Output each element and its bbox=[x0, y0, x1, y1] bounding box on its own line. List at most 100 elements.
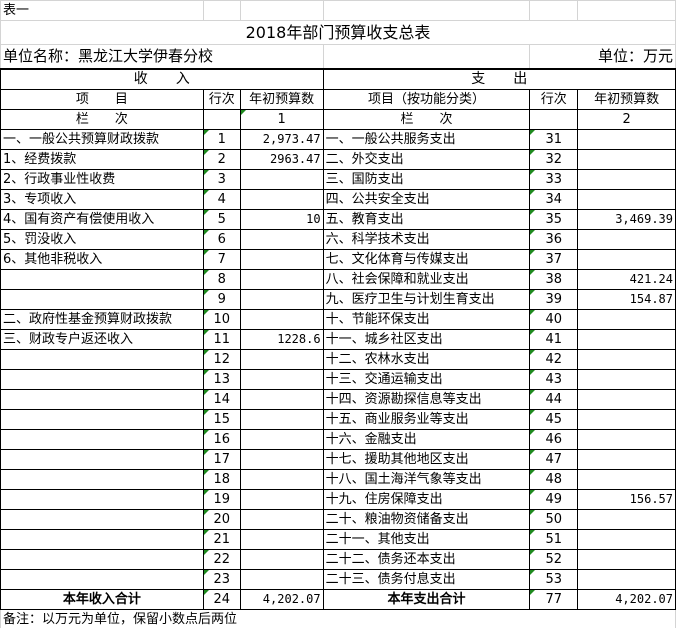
income-item[interactable]: 三、财政专户返还收入 bbox=[0, 329, 204, 350]
income-item[interactable] bbox=[0, 529, 204, 550]
income-row-no[interactable]: 17 bbox=[202, 449, 241, 470]
income-amount[interactable] bbox=[239, 429, 324, 450]
expense-row-no[interactable]: 43 bbox=[529, 369, 579, 390]
expense-row-no[interactable]: 42 bbox=[529, 349, 579, 370]
expense-amount[interactable] bbox=[577, 389, 676, 410]
income-row-no[interactable]: 21 bbox=[202, 529, 241, 550]
income-row-no[interactable]: 1 bbox=[202, 129, 241, 150]
expense-item[interactable]: 一、一般公共服务支出 bbox=[322, 129, 531, 150]
expense-amount[interactable] bbox=[577, 449, 676, 470]
expense-item[interactable]: 十七、援助其他地区支出 bbox=[322, 449, 531, 470]
income-item[interactable] bbox=[0, 409, 204, 430]
expense-row-no[interactable]: 47 bbox=[529, 449, 579, 470]
expense-row-no[interactable]: 46 bbox=[529, 429, 579, 450]
expense-row-no[interactable]: 40 bbox=[529, 309, 579, 330]
expense-row-no[interactable]: 53 bbox=[529, 569, 579, 590]
income-amount[interactable] bbox=[239, 249, 324, 270]
expense-amount[interactable] bbox=[577, 309, 676, 330]
income-amount[interactable]: 10 bbox=[239, 209, 324, 230]
expense-row-no[interactable]: 49 bbox=[529, 489, 579, 510]
income-total-row-no[interactable]: 24 bbox=[202, 589, 241, 610]
expense-item[interactable]: 二、外交支出 bbox=[322, 149, 531, 170]
expense-amount[interactable] bbox=[577, 569, 676, 590]
income-item[interactable]: 4、国有资产有偿使用收入 bbox=[0, 209, 204, 230]
expense-amount[interactable] bbox=[577, 169, 676, 190]
expense-item[interactable]: 六、科学技术支出 bbox=[322, 229, 531, 250]
expense-amount[interactable]: 156.57 bbox=[577, 489, 676, 510]
expense-item[interactable]: 八、社会保障和就业支出 bbox=[322, 269, 531, 290]
income-item[interactable] bbox=[0, 449, 204, 470]
income-amount[interactable] bbox=[239, 189, 324, 210]
expense-total-row-no[interactable]: 77 bbox=[529, 589, 579, 610]
expense-row-no[interactable]: 48 bbox=[529, 469, 579, 490]
income-item[interactable] bbox=[0, 389, 204, 410]
expense-item[interactable]: 十三、交通运输支出 bbox=[322, 369, 531, 390]
expense-row-no[interactable]: 31 bbox=[529, 129, 579, 150]
income-amount[interactable] bbox=[239, 269, 324, 290]
expense-amount[interactable] bbox=[577, 529, 676, 550]
expense-item[interactable]: 二十、粮油物资储备支出 bbox=[322, 509, 531, 530]
income-row-no[interactable]: 5 bbox=[202, 209, 241, 230]
expense-amount[interactable]: 421.24 bbox=[577, 269, 676, 290]
expense-item[interactable]: 四、公共安全支出 bbox=[322, 189, 531, 210]
income-amount[interactable] bbox=[239, 309, 324, 330]
income-row-no[interactable]: 14 bbox=[202, 389, 241, 410]
income-row-no[interactable]: 23 bbox=[202, 569, 241, 590]
expense-item[interactable]: 十五、商业服务业等支出 bbox=[322, 409, 531, 430]
income-row-no[interactable]: 9 bbox=[202, 289, 241, 310]
income-amount[interactable] bbox=[239, 449, 324, 470]
income-amount[interactable] bbox=[239, 489, 324, 510]
expense-amount[interactable] bbox=[577, 149, 676, 170]
expense-item[interactable]: 十、节能环保支出 bbox=[322, 309, 531, 330]
income-item[interactable] bbox=[0, 429, 204, 450]
expense-item[interactable]: 十九、住房保障支出 bbox=[322, 489, 531, 510]
income-amount[interactable]: 2,973.47 bbox=[239, 129, 324, 150]
expense-amount[interactable] bbox=[577, 329, 676, 350]
expense-amount[interactable] bbox=[577, 369, 676, 390]
income-item[interactable]: 3、专项收入 bbox=[0, 189, 204, 210]
expense-amount[interactable] bbox=[577, 409, 676, 430]
expense-amount[interactable] bbox=[577, 249, 676, 270]
income-amount[interactable] bbox=[239, 529, 324, 550]
income-amount[interactable] bbox=[239, 229, 324, 250]
expense-row-no[interactable]: 38 bbox=[529, 269, 579, 290]
income-item[interactable] bbox=[0, 489, 204, 510]
income-amount[interactable]: 1228.6 bbox=[239, 329, 324, 350]
income-row-no[interactable]: 13 bbox=[202, 369, 241, 390]
expense-item[interactable]: 十八、国土海洋气象等支出 bbox=[322, 469, 531, 490]
expense-row-no[interactable]: 34 bbox=[529, 189, 579, 210]
income-amount[interactable] bbox=[239, 509, 324, 530]
expense-row-no[interactable]: 39 bbox=[529, 289, 579, 310]
income-row-no[interactable]: 2 bbox=[202, 149, 241, 170]
income-row-no[interactable]: 22 bbox=[202, 549, 241, 570]
income-row-no[interactable]: 10 bbox=[202, 309, 241, 330]
expense-item[interactable]: 七、文化体育与传媒支出 bbox=[322, 249, 531, 270]
expense-amount[interactable]: 154.87 bbox=[577, 289, 676, 310]
income-item[interactable]: 2、行政事业性收费 bbox=[0, 169, 204, 190]
income-item[interactable] bbox=[0, 469, 204, 490]
expense-row-no[interactable]: 32 bbox=[529, 149, 579, 170]
income-item[interactable] bbox=[0, 349, 204, 370]
income-item[interactable]: 二、政府性基金预算财政拨款 bbox=[0, 309, 204, 330]
expense-row-no[interactable]: 44 bbox=[529, 389, 579, 410]
expense-item[interactable]: 十四、资源勘探信息等支出 bbox=[322, 389, 531, 410]
expense-row-no[interactable]: 33 bbox=[529, 169, 579, 190]
income-row-no[interactable]: 20 bbox=[202, 509, 241, 530]
income-amount[interactable]: 2963.47 bbox=[239, 149, 324, 170]
expense-row-no[interactable]: 51 bbox=[529, 529, 579, 550]
expense-item[interactable]: 三、国防支出 bbox=[322, 169, 531, 190]
income-amount[interactable] bbox=[239, 369, 324, 390]
income-amount[interactable] bbox=[239, 409, 324, 430]
income-row-no[interactable]: 11 bbox=[202, 329, 241, 350]
income-row-no[interactable]: 4 bbox=[202, 189, 241, 210]
income-amount[interactable] bbox=[239, 389, 324, 410]
expense-amount[interactable] bbox=[577, 349, 676, 370]
expense-amount[interactable] bbox=[577, 509, 676, 530]
expense-row-no[interactable]: 52 bbox=[529, 549, 579, 570]
income-row-no[interactable]: 8 bbox=[202, 269, 241, 290]
expense-item[interactable]: 五、教育支出 bbox=[322, 209, 531, 230]
expense-item[interactable]: 十一、城乡社区支出 bbox=[322, 329, 531, 350]
income-item[interactable] bbox=[0, 369, 204, 390]
income-item[interactable]: 6、其他非税收入 bbox=[0, 249, 204, 270]
income-row-no[interactable]: 15 bbox=[202, 409, 241, 430]
